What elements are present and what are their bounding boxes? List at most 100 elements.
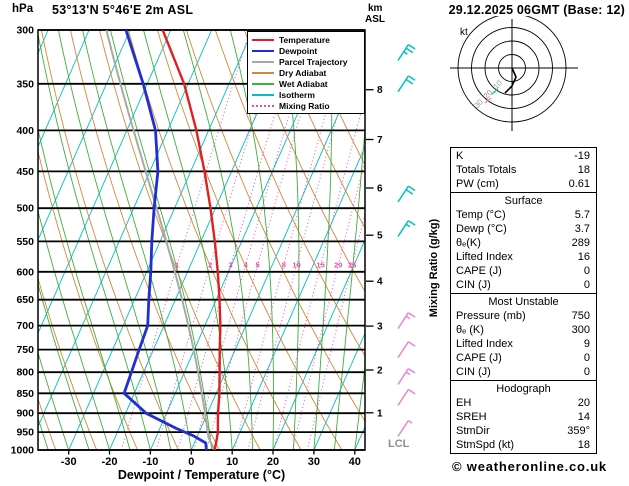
stat-row: StmSpd (kt) 18 [451,438,596,452]
pressure-tick-label: 650 [16,294,34,306]
stat-label: CIN (J) [456,279,491,291]
stat-value: 14 [577,411,590,423]
mixing-ratio-value-label: 4 [244,261,249,270]
copyright: © weatheronline.co.uk [452,459,607,474]
legend-item-label: Wet Adiabat [279,78,328,89]
wind-barb [397,220,416,237]
temp-tick-label: 40 [349,456,361,468]
stat-label: Lifted Index [456,251,513,263]
stats-panel: K -19 Totals Totals 18 PW (cm) 0.61 Surface Tem… [450,147,597,454]
legend-item: Temperature [252,34,360,45]
wind-barb [397,75,416,93]
stat-label: EH [456,397,472,409]
stat-value: 5.7 [574,209,590,221]
mixing-ratio-value-labels: 1 2 3 4 5 8 10 15 20 25 [175,261,356,270]
wind-barb [397,312,416,330]
legend-item-label: Isotherm [279,89,315,100]
legend-line-sample [252,82,274,85]
lcl-label: LCL [388,438,410,450]
temp-tick-label: -10 [142,456,158,468]
mixing-ratio-value-label: 2 [208,261,212,270]
pressure-tick-label: 350 [16,78,34,90]
wind-barb [397,185,416,203]
stat-label: θₑ (K) [456,324,484,336]
stat-row: Pressure (mb) 750 [451,309,596,323]
x-axis-title: Dewpoint / Temperature (°C) [117,468,286,482]
stat-row: EH 20 [451,396,596,410]
stat-box: Hodograph EH 20 SREH 14 StmDir 359° StmSpd (kt)… [450,380,597,454]
stat-row: CAPE (J) 0 [451,264,596,278]
km-axis-label: km [368,3,383,14]
wind-barb [397,341,416,359]
stat-label: StmSpd (kt) [456,439,515,451]
temp-tick-label: 0 [188,456,194,468]
km-ticks: 1 2 3 4 5 6 7 8 [366,85,383,419]
mixing-ratio-value-label: 20 [334,261,342,270]
legend-line-sample [252,60,274,63]
stat-value: 18 [577,164,590,176]
legend-item-label: Dry Adiabat [279,67,327,78]
wind-barb [397,43,416,61]
legend-item-label: Mixing Ratio [279,100,330,111]
mixing-ratio-value-label: 15 [316,261,324,270]
stat-label: Totals Totals [456,164,517,176]
stat-section-title: Hodograph [496,383,551,395]
stat-value: 300 [571,324,590,336]
stat-row: θₑ(K) 289 [451,236,596,250]
legend-item: Wet Adiabat [252,78,360,89]
pressure-tick-label: 500 [16,203,34,215]
pressure-tick-label: 800 [16,367,34,379]
stat-row: CIN (J) 0 [451,365,596,379]
stat-row: SREH 14 [451,410,596,424]
stat-box: Surface Temp (°C) 5.7 Dewp (°C) 3.7 θₑ(K) 289 L… [450,192,597,294]
stat-row: Totals Totals 18 [451,163,596,177]
temp-tick-label: 10 [226,456,238,468]
km-tick-label: 3 [377,322,383,333]
pressure-tick-label: 1000 [11,445,35,457]
stat-label: StmDir [456,425,490,437]
km-tick-label: 2 [377,366,383,377]
stat-value: -19 [574,150,590,162]
stat-label: PW (cm) [456,178,499,190]
run-datetime: 29.12.2025 06GMT (Base: 12) [448,3,625,17]
stat-value: 0 [583,279,590,291]
legend-line-sample [252,71,274,74]
stat-label: K [456,150,464,162]
stat-value: 20 [577,397,590,409]
km-tick-label: 5 [377,231,383,242]
stat-label: Dewp (°C) [456,223,507,235]
wind-barbs [397,43,416,437]
legend-item-label: Parcel Trajectory [279,56,348,67]
stat-label: Pressure (mb) [456,310,526,322]
stat-value: 289 [571,237,590,249]
hodograph-mark [484,97,492,104]
dewpoint-curve [122,30,208,450]
stat-section-title: Most Unstable [488,296,559,308]
hodograph-mark [491,88,499,95]
km-tick-label: 6 [377,184,383,195]
legend-item: Isotherm [252,89,360,100]
temp-tick-labels: -30 -20 -10 0 10 20 30 40 [61,450,361,468]
mixing-ratio-value-label: 5 [256,261,260,270]
stat-value: 9 [583,338,590,350]
stat-value: 18 [577,439,590,451]
temp-tick-label: 30 [308,456,320,468]
temp-tick-label: 20 [267,456,279,468]
km-tick-label: 4 [377,277,383,288]
asl-axis-label: ASL [365,14,385,25]
stat-row: Dewp (°C) 3.7 [451,222,596,236]
skewt-chart: Mixing Ratio (g/kg) LCL 3003504004505005… [11,25,440,469]
stat-value: 0 [583,265,590,277]
km-tick-label: 7 [377,135,383,146]
mixing-ratio-axis-label: Mixing Ratio (g/kg) [428,218,440,317]
stat-value: 16 [577,251,590,263]
legend-item: Parcel Trajectory [252,56,360,67]
parcel-trajectory-curve [105,30,216,450]
stat-value: 3.7 [574,223,590,235]
legend-line-sample [252,49,274,52]
stat-label: θₑ(K) [456,237,481,249]
legend-line-sample [252,93,274,96]
